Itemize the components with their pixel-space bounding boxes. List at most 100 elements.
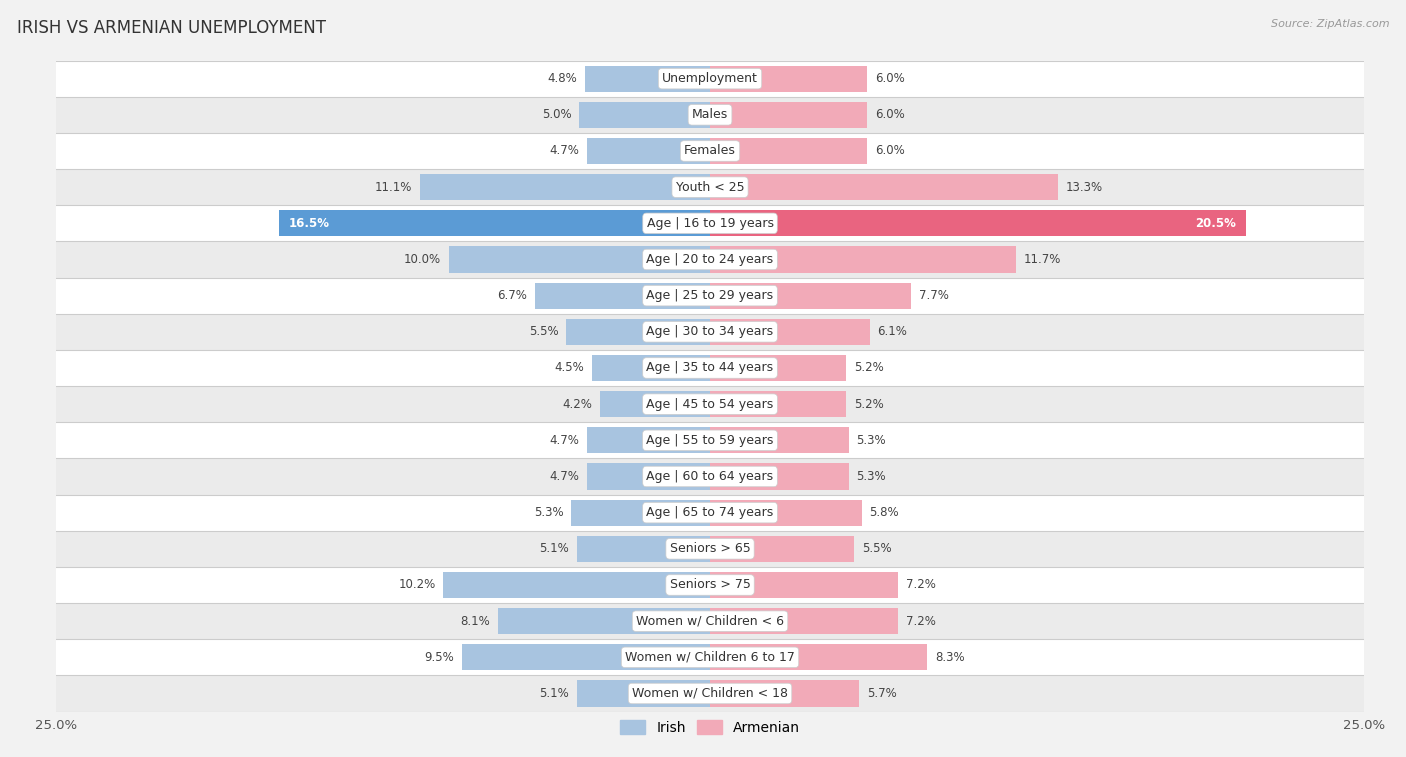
Bar [710, 608, 898, 634]
Bar [56, 278, 1364, 313]
Bar [56, 169, 1364, 205]
Text: 8.3%: 8.3% [935, 651, 965, 664]
Text: 5.3%: 5.3% [534, 506, 564, 519]
Text: 4.7%: 4.7% [550, 434, 579, 447]
Bar [710, 572, 898, 598]
Text: Age | 65 to 74 years: Age | 65 to 74 years [647, 506, 773, 519]
Bar [56, 639, 1364, 675]
Text: 5.1%: 5.1% [538, 542, 569, 556]
Bar [56, 133, 1364, 169]
Bar [600, 391, 710, 417]
Text: Age | 35 to 44 years: Age | 35 to 44 years [647, 362, 773, 375]
Text: 9.5%: 9.5% [425, 651, 454, 664]
Bar [571, 500, 710, 525]
Text: 6.7%: 6.7% [498, 289, 527, 302]
Text: Women w/ Children 6 to 17: Women w/ Children 6 to 17 [626, 651, 794, 664]
Text: 7.2%: 7.2% [905, 615, 936, 628]
Bar [710, 138, 868, 164]
Bar [710, 247, 1017, 273]
Text: 6.0%: 6.0% [875, 72, 904, 85]
Bar [567, 319, 710, 345]
Text: 13.3%: 13.3% [1066, 181, 1102, 194]
Bar [710, 681, 859, 706]
Bar [56, 422, 1364, 459]
Text: Age | 20 to 24 years: Age | 20 to 24 years [647, 253, 773, 266]
Bar [56, 205, 1364, 241]
Bar [710, 174, 1057, 200]
Text: IRISH VS ARMENIAN UNEMPLOYMENT: IRISH VS ARMENIAN UNEMPLOYMENT [17, 19, 326, 37]
Text: 16.5%: 16.5% [290, 217, 330, 230]
Bar [461, 644, 710, 671]
Bar [56, 313, 1364, 350]
Text: Women w/ Children < 6: Women w/ Children < 6 [636, 615, 785, 628]
Bar [278, 210, 710, 236]
Bar [56, 567, 1364, 603]
Text: 10.0%: 10.0% [404, 253, 440, 266]
Bar [56, 97, 1364, 133]
Bar [56, 61, 1364, 97]
Text: 4.2%: 4.2% [562, 397, 592, 410]
Text: 4.5%: 4.5% [555, 362, 585, 375]
Text: 11.7%: 11.7% [1024, 253, 1062, 266]
Text: Age | 25 to 29 years: Age | 25 to 29 years [647, 289, 773, 302]
Text: Seniors > 75: Seniors > 75 [669, 578, 751, 591]
Text: Females: Females [685, 145, 735, 157]
Bar [710, 66, 868, 92]
Text: 7.7%: 7.7% [920, 289, 949, 302]
Bar [420, 174, 710, 200]
Bar [56, 386, 1364, 422]
Text: 5.5%: 5.5% [529, 326, 558, 338]
Bar [710, 355, 846, 381]
Text: 6.0%: 6.0% [875, 108, 904, 121]
Text: Youth < 25: Youth < 25 [676, 181, 744, 194]
Bar [710, 463, 849, 490]
Text: 5.8%: 5.8% [869, 506, 900, 519]
Bar [710, 391, 846, 417]
Bar [710, 644, 927, 671]
Bar [56, 494, 1364, 531]
Bar [56, 459, 1364, 494]
Bar [588, 138, 710, 164]
Text: Age | 55 to 59 years: Age | 55 to 59 years [647, 434, 773, 447]
Bar [56, 603, 1364, 639]
Bar [710, 427, 849, 453]
Bar [56, 531, 1364, 567]
Text: 4.7%: 4.7% [550, 470, 579, 483]
Text: Age | 45 to 54 years: Age | 45 to 54 years [647, 397, 773, 410]
Text: Age | 30 to 34 years: Age | 30 to 34 years [647, 326, 773, 338]
Bar [56, 675, 1364, 712]
Text: Age | 16 to 19 years: Age | 16 to 19 years [647, 217, 773, 230]
Bar [710, 319, 869, 345]
Text: 4.7%: 4.7% [550, 145, 579, 157]
Text: 5.0%: 5.0% [541, 108, 571, 121]
Text: 5.3%: 5.3% [856, 434, 886, 447]
Text: Unemployment: Unemployment [662, 72, 758, 85]
Text: 10.2%: 10.2% [398, 578, 436, 591]
Text: Source: ZipAtlas.com: Source: ZipAtlas.com [1271, 19, 1389, 29]
Bar [576, 536, 710, 562]
Bar [534, 282, 710, 309]
Bar [710, 210, 1246, 236]
Bar [443, 572, 710, 598]
Text: 6.1%: 6.1% [877, 326, 907, 338]
Bar [576, 681, 710, 706]
Text: 20.5%: 20.5% [1195, 217, 1236, 230]
Text: 8.1%: 8.1% [461, 615, 491, 628]
Text: 4.8%: 4.8% [547, 72, 576, 85]
Bar [710, 500, 862, 525]
Text: 5.5%: 5.5% [862, 542, 891, 556]
Bar [710, 101, 868, 128]
Text: 6.0%: 6.0% [875, 145, 904, 157]
Text: Seniors > 65: Seniors > 65 [669, 542, 751, 556]
Bar [498, 608, 710, 634]
Text: 5.2%: 5.2% [853, 397, 883, 410]
Bar [585, 66, 710, 92]
Bar [449, 247, 710, 273]
Text: Males: Males [692, 108, 728, 121]
Legend: Irish, Armenian: Irish, Armenian [614, 715, 806, 740]
Text: 11.1%: 11.1% [374, 181, 412, 194]
Text: 5.7%: 5.7% [868, 687, 897, 700]
Bar [579, 101, 710, 128]
Text: 5.1%: 5.1% [538, 687, 569, 700]
Bar [592, 355, 710, 381]
